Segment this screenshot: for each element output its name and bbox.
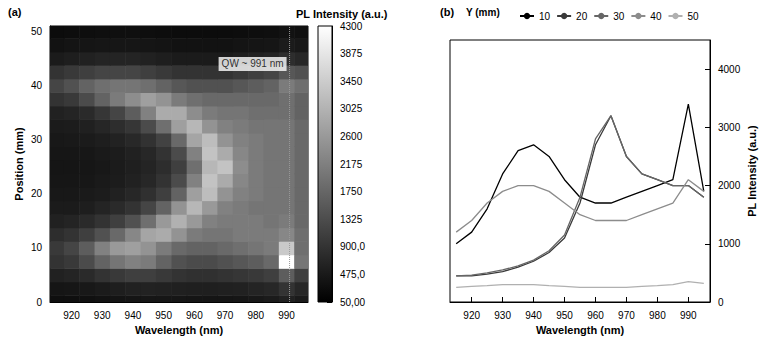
svg-text:980: 980 xyxy=(247,310,264,321)
svg-text:10: 10 xyxy=(31,242,43,253)
svg-text:QW ~ 991 nm: QW ~ 991 nm xyxy=(222,58,284,69)
svg-text:0: 0 xyxy=(718,297,724,308)
svg-text:20: 20 xyxy=(31,188,43,199)
svg-text:2000: 2000 xyxy=(718,180,741,191)
svg-text:Y (mm): Y (mm) xyxy=(466,7,500,18)
svg-text:950: 950 xyxy=(556,310,573,321)
svg-text:970: 970 xyxy=(217,310,234,321)
svg-text:30: 30 xyxy=(613,11,625,22)
svg-text:930: 930 xyxy=(494,310,511,321)
svg-text:4300: 4300 xyxy=(340,21,363,32)
svg-text:920: 920 xyxy=(463,310,480,321)
svg-text:40: 40 xyxy=(31,80,43,91)
svg-text:970: 970 xyxy=(618,310,635,321)
svg-text:40: 40 xyxy=(650,11,662,22)
svg-text:950: 950 xyxy=(155,310,172,321)
svg-text:1000: 1000 xyxy=(718,238,741,249)
svg-text:(a): (a) xyxy=(8,6,22,18)
svg-text:0: 0 xyxy=(36,297,42,308)
svg-text:PL Intensity (a.u.): PL Intensity (a.u.) xyxy=(746,125,758,217)
svg-text:Wavelength (nm): Wavelength (nm) xyxy=(135,324,224,336)
svg-text:3450: 3450 xyxy=(340,76,363,87)
svg-text:1325: 1325 xyxy=(340,214,363,225)
svg-text:980: 980 xyxy=(649,310,666,321)
svg-text:Wavelength (nm): Wavelength (nm) xyxy=(536,324,625,336)
svg-text:(b): (b) xyxy=(440,6,454,18)
svg-text:960: 960 xyxy=(186,310,203,321)
svg-text:3000: 3000 xyxy=(718,122,741,133)
svg-text:50: 50 xyxy=(687,11,699,22)
svg-text:940: 940 xyxy=(525,310,542,321)
svg-text:2175: 2175 xyxy=(340,159,363,170)
svg-text:930: 930 xyxy=(94,310,111,321)
svg-text:Position (mm): Position (mm) xyxy=(13,127,25,201)
svg-text:2600: 2600 xyxy=(340,131,363,142)
svg-text:10: 10 xyxy=(539,11,551,22)
svg-text:20: 20 xyxy=(576,11,588,22)
svg-text:990: 990 xyxy=(680,310,697,321)
svg-text:920: 920 xyxy=(63,310,80,321)
svg-text:3875: 3875 xyxy=(340,48,363,59)
svg-text:50,00: 50,00 xyxy=(340,297,365,308)
svg-text:3025: 3025 xyxy=(340,103,363,114)
svg-text:940: 940 xyxy=(125,310,142,321)
svg-text:30: 30 xyxy=(31,134,43,145)
svg-text:1750: 1750 xyxy=(340,186,363,197)
svg-text:475,0: 475,0 xyxy=(340,269,365,280)
svg-text:4000: 4000 xyxy=(718,64,741,75)
svg-text:960: 960 xyxy=(587,310,604,321)
svg-text:50: 50 xyxy=(31,26,43,37)
svg-text:900,0: 900,0 xyxy=(340,241,365,252)
svg-text:PL Intensity (a.u.): PL Intensity (a.u.) xyxy=(296,8,388,20)
svg-text:990: 990 xyxy=(278,310,295,321)
